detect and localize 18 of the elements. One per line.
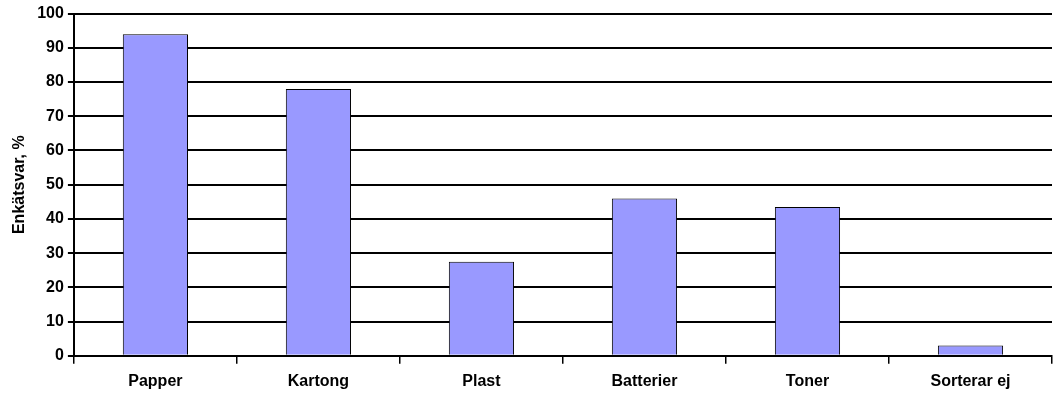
y-tick-label: 20 — [46, 277, 64, 295]
x-tick-label: Papper — [128, 371, 183, 389]
y-tick-label: 0 — [54, 346, 64, 364]
y-tick-label: 80 — [46, 72, 64, 90]
y-tick-label: 60 — [46, 140, 64, 158]
x-tick-label: Kartong — [287, 371, 350, 389]
y-tick-label: 30 — [46, 243, 64, 261]
y-tick-label: 90 — [46, 38, 64, 56]
x-tick-label: Batterier — [611, 371, 678, 389]
y-tick-label: 50 — [46, 175, 64, 193]
x-tick-label: Plast — [462, 371, 502, 389]
y-tick-label: 10 — [46, 311, 64, 329]
y-tick-label: 70 — [46, 106, 64, 124]
y-tick-label: 40 — [46, 209, 64, 227]
y-axis-title: Enkätsvar, % — [10, 135, 28, 235]
x-tick-label: Sorterar ej — [930, 371, 1011, 389]
y-tick-label: 100 — [37, 4, 64, 22]
x-tick-label: Toner — [785, 371, 830, 389]
